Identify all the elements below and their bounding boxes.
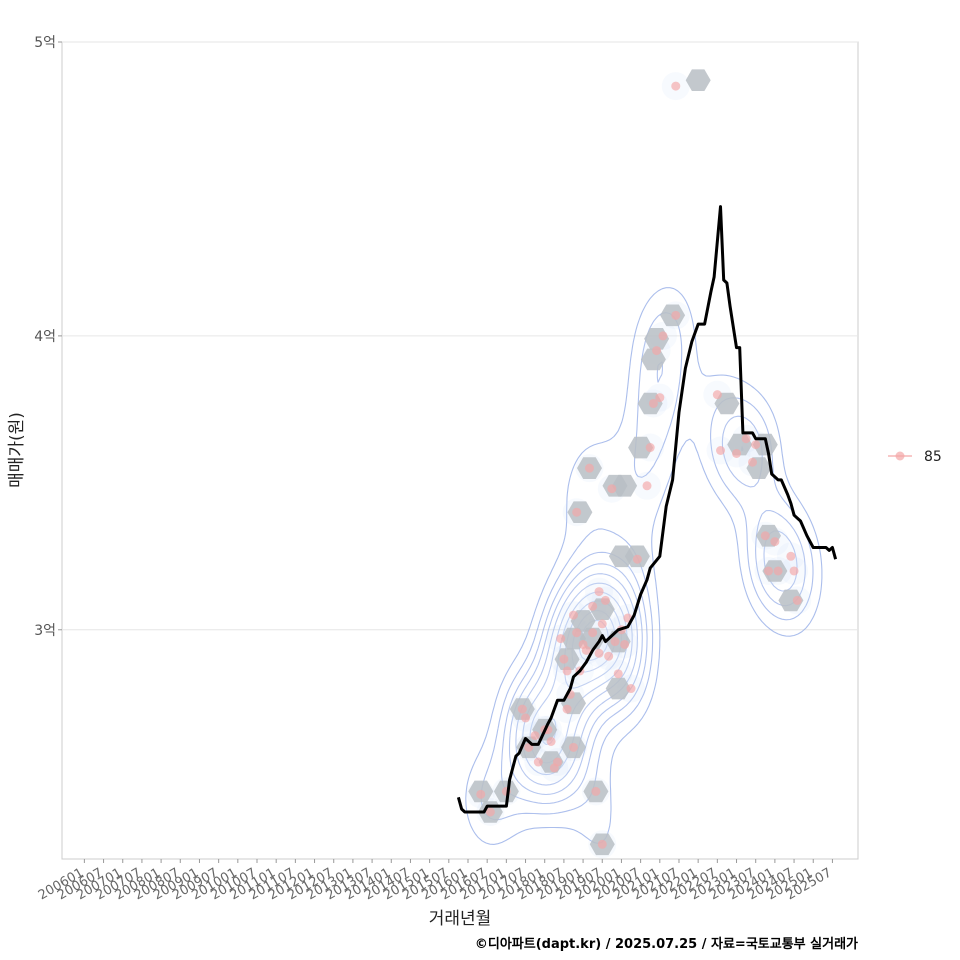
- data-point: [613, 669, 623, 679]
- data-point: [626, 684, 636, 694]
- plot-layers: [456, 69, 838, 859]
- data-point: [597, 619, 607, 629]
- data-point: [748, 457, 758, 467]
- density-contour: [522, 582, 633, 776]
- data-point: [792, 595, 802, 605]
- data-point: [562, 704, 572, 714]
- data-point: [786, 551, 796, 561]
- data-point: [533, 757, 543, 767]
- hexbin-cell: [608, 545, 634, 568]
- data-point: [530, 731, 540, 741]
- data-point: [658, 331, 668, 341]
- data-point: [741, 434, 751, 444]
- data-point: [671, 310, 681, 320]
- data-point: [652, 346, 662, 356]
- data-point: [588, 628, 598, 638]
- x-tick-labels: 2006012006072007012007072008012008072009…: [36, 859, 834, 903]
- data-point: [645, 443, 655, 453]
- y-tick-label: 3억: [34, 623, 56, 639]
- data-point: [476, 789, 486, 799]
- data-point: [485, 807, 495, 817]
- data-point: [521, 713, 531, 723]
- hexbin-cell: [612, 474, 638, 497]
- data-point: [732, 448, 742, 458]
- legend: 85: [888, 449, 942, 465]
- data-point: [632, 554, 642, 564]
- data-point: [594, 648, 604, 658]
- density-contour: [465, 287, 823, 845]
- source-caption: ©디아파트(dapt.kr) / 2025.07.25 / 자료=국토교통부 실…: [475, 936, 858, 952]
- hexbin-cell: [778, 589, 804, 612]
- data-point: [559, 654, 569, 664]
- data-point: [604, 651, 614, 661]
- y-axis-title: 매매가(원): [7, 412, 27, 488]
- data-point: [597, 839, 607, 849]
- data-point: [600, 595, 610, 605]
- hexbin-cell: [628, 436, 654, 459]
- moving-average-path: [456, 205, 838, 814]
- data-point: [572, 507, 582, 517]
- data-point: [789, 566, 799, 576]
- gridlines: [58, 41, 858, 631]
- moving-average-line: [456, 205, 838, 814]
- data-point: [591, 786, 601, 796]
- data-point: [642, 481, 652, 491]
- hexbin-cell: [685, 69, 711, 91]
- data-point: [648, 398, 658, 408]
- data-point: [760, 531, 770, 541]
- data-point: [581, 645, 591, 655]
- hexbin-cell: [714, 392, 740, 415]
- data-point: [763, 566, 773, 576]
- data-point: [553, 757, 563, 767]
- data-point: [572, 628, 582, 638]
- data-point: [620, 639, 630, 649]
- data-point: [751, 440, 761, 450]
- hexbin-cell: [605, 677, 631, 700]
- data-point: [770, 537, 780, 547]
- data-point: [655, 393, 665, 403]
- data-point: [594, 587, 604, 597]
- data-point: [712, 390, 722, 400]
- data-point: [517, 704, 527, 714]
- data-point: [716, 446, 726, 455]
- hexbin-cell: [640, 348, 666, 371]
- data-point: [562, 666, 572, 676]
- data-point: [556, 634, 566, 644]
- y-tick-labels: 3억 4억 5억: [34, 35, 56, 639]
- data-point: [607, 484, 617, 494]
- data-point: [568, 610, 578, 620]
- data-point: [546, 736, 556, 746]
- data-point: [584, 463, 594, 473]
- scatter-points: [476, 81, 802, 849]
- legend-point: [895, 451, 905, 461]
- y-tick-label: 4억: [34, 329, 56, 345]
- plot-background: [61, 41, 859, 860]
- data-point: [610, 637, 620, 647]
- data-point: [671, 81, 681, 91]
- data-point: [568, 742, 578, 752]
- legend-label: 85: [924, 449, 942, 465]
- data-point: [773, 566, 783, 576]
- data-point: [588, 601, 598, 611]
- y-tick-label: 5억: [34, 35, 56, 51]
- x-axis-title: 거래년월: [429, 909, 492, 929]
